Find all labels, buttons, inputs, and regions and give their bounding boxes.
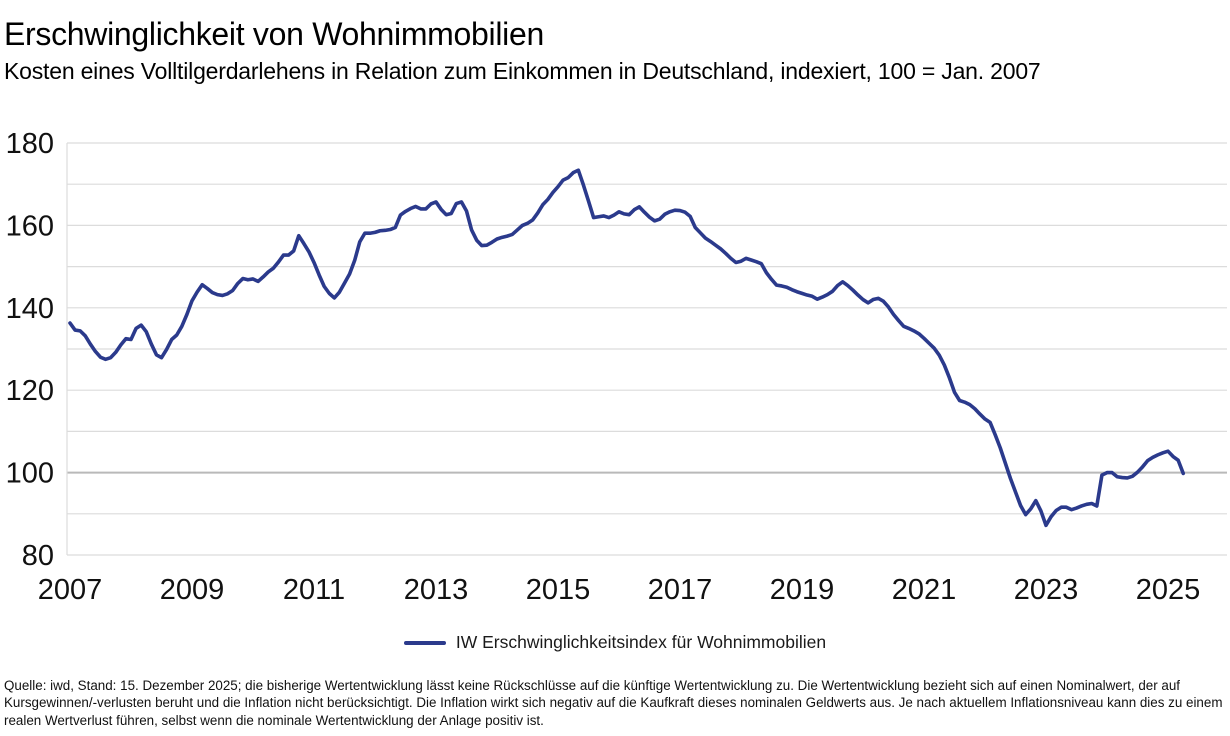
x-tick-label-2011: 2011: [283, 574, 345, 606]
legend: IW Erschwinglichkeitsindex für Wohnimmob…: [0, 632, 1230, 653]
x-tick-label-2015: 2015: [526, 574, 591, 606]
y-tick-label-100: 100: [6, 458, 54, 490]
x-tick-label-2007: 2007: [38, 574, 103, 606]
y-tick-label-180: 180: [6, 128, 54, 160]
x-tick-label-2017: 2017: [648, 574, 713, 606]
x-tick-label-2023: 2023: [1014, 574, 1079, 606]
index-data-line: [68, 168, 1186, 528]
legend-line-swatch: [403, 640, 446, 645]
x-tick-label-2019: 2019: [770, 574, 835, 606]
legend-label: IW Erschwinglichkeitsindex für Wohnimmob…: [455, 632, 827, 652]
source-footnote: Quelle: iwd, Stand: 15. Dezember 2025; d…: [4, 678, 1223, 728]
y-tick-label-160: 160: [6, 210, 54, 242]
page-title: Erschwinglichkeit von Wohnimmobilien: [4, 16, 544, 52]
x-tick-label-2021: 2021: [892, 574, 957, 606]
y-tick-label-80: 80: [22, 540, 54, 572]
x-tick-label-2013: 2013: [404, 574, 469, 606]
x-tick-label-2009: 2009: [160, 574, 225, 606]
y-tick-label-140: 140: [6, 293, 54, 325]
page-subtitle: Kosten eines Volltilgerdarlehens in Rela…: [4, 58, 1041, 84]
y-tick-label-120: 120: [6, 375, 54, 407]
x-tick-label-2025: 2025: [1136, 574, 1201, 606]
line-chart-svg: 80 100 120 140 160 180 2007 2009 2011 2013 2015 201…: [6, 128, 1227, 606]
